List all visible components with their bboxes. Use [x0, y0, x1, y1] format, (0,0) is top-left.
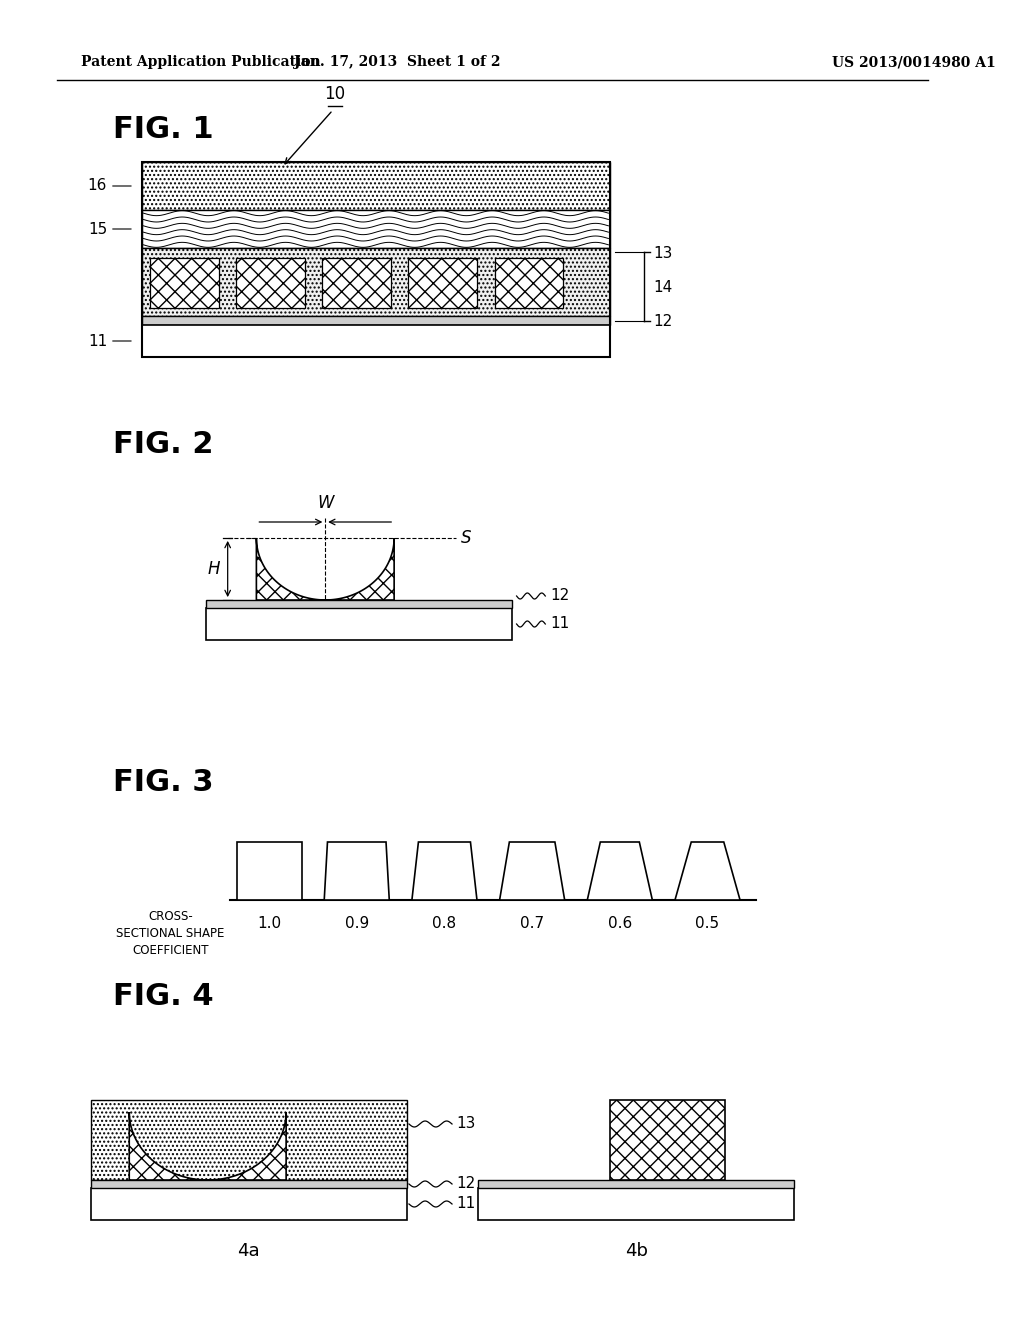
Polygon shape [325, 842, 389, 900]
Text: 0.6: 0.6 [607, 916, 632, 931]
Text: CROSS-
SECTIONAL SHAPE
COEFFICIENT: CROSS- SECTIONAL SHAPE COEFFICIENT [117, 909, 225, 957]
Bar [91, 1100, 407, 1180]
Bar [206, 601, 512, 609]
Text: 0.8: 0.8 [432, 916, 457, 931]
Bar [141, 162, 610, 210]
Bar [141, 325, 610, 356]
Bar [610, 1100, 725, 1180]
Text: W: W [317, 494, 334, 512]
Text: Patent Application Publication: Patent Application Publication [81, 55, 321, 69]
Bar [91, 1180, 407, 1188]
Bar [478, 1188, 794, 1220]
Bar [91, 1188, 407, 1220]
Text: US 2013/0014980 A1: US 2013/0014980 A1 [833, 55, 996, 69]
Bar [141, 162, 610, 356]
Text: 15: 15 [88, 222, 131, 236]
Text: 11: 11 [550, 616, 569, 631]
Polygon shape [588, 842, 652, 900]
Polygon shape [129, 1111, 286, 1180]
Text: 0.5: 0.5 [695, 916, 720, 931]
Text: 11: 11 [456, 1196, 475, 1212]
Text: FIG. 3: FIG. 3 [113, 768, 213, 797]
Text: 0.7: 0.7 [520, 916, 544, 931]
Bar [141, 210, 610, 248]
Text: 13: 13 [456, 1117, 475, 1131]
Text: FIG. 4: FIG. 4 [113, 982, 214, 1011]
Polygon shape [412, 842, 477, 900]
Text: 1.0: 1.0 [257, 916, 282, 931]
Text: FIG. 1: FIG. 1 [113, 115, 214, 144]
Text: FIG. 2: FIG. 2 [113, 430, 213, 459]
Bar [141, 315, 610, 325]
Bar [323, 257, 391, 308]
Text: 4a: 4a [238, 1242, 260, 1261]
Text: 13: 13 [653, 247, 673, 261]
Bar [206, 609, 512, 640]
Text: 12: 12 [550, 589, 569, 603]
Text: 4b: 4b [625, 1242, 647, 1261]
Text: Jan. 17, 2013  Sheet 1 of 2: Jan. 17, 2013 Sheet 1 of 2 [294, 55, 501, 69]
Text: 10: 10 [325, 84, 345, 103]
Polygon shape [237, 842, 302, 900]
Bar [495, 257, 563, 308]
Polygon shape [256, 539, 394, 601]
Text: 12: 12 [456, 1176, 475, 1192]
Bar [151, 257, 219, 308]
Text: H: H [208, 560, 220, 578]
Text: 11: 11 [88, 334, 131, 348]
Polygon shape [500, 842, 564, 900]
Bar [478, 1180, 794, 1188]
Bar [237, 257, 305, 308]
Polygon shape [675, 842, 740, 900]
Bar [141, 248, 610, 315]
Text: S: S [461, 529, 472, 546]
Text: 14: 14 [653, 280, 673, 294]
Bar [409, 257, 477, 308]
Text: 16: 16 [88, 178, 131, 194]
Text: 12: 12 [653, 314, 673, 329]
Text: 0.9: 0.9 [345, 916, 369, 931]
